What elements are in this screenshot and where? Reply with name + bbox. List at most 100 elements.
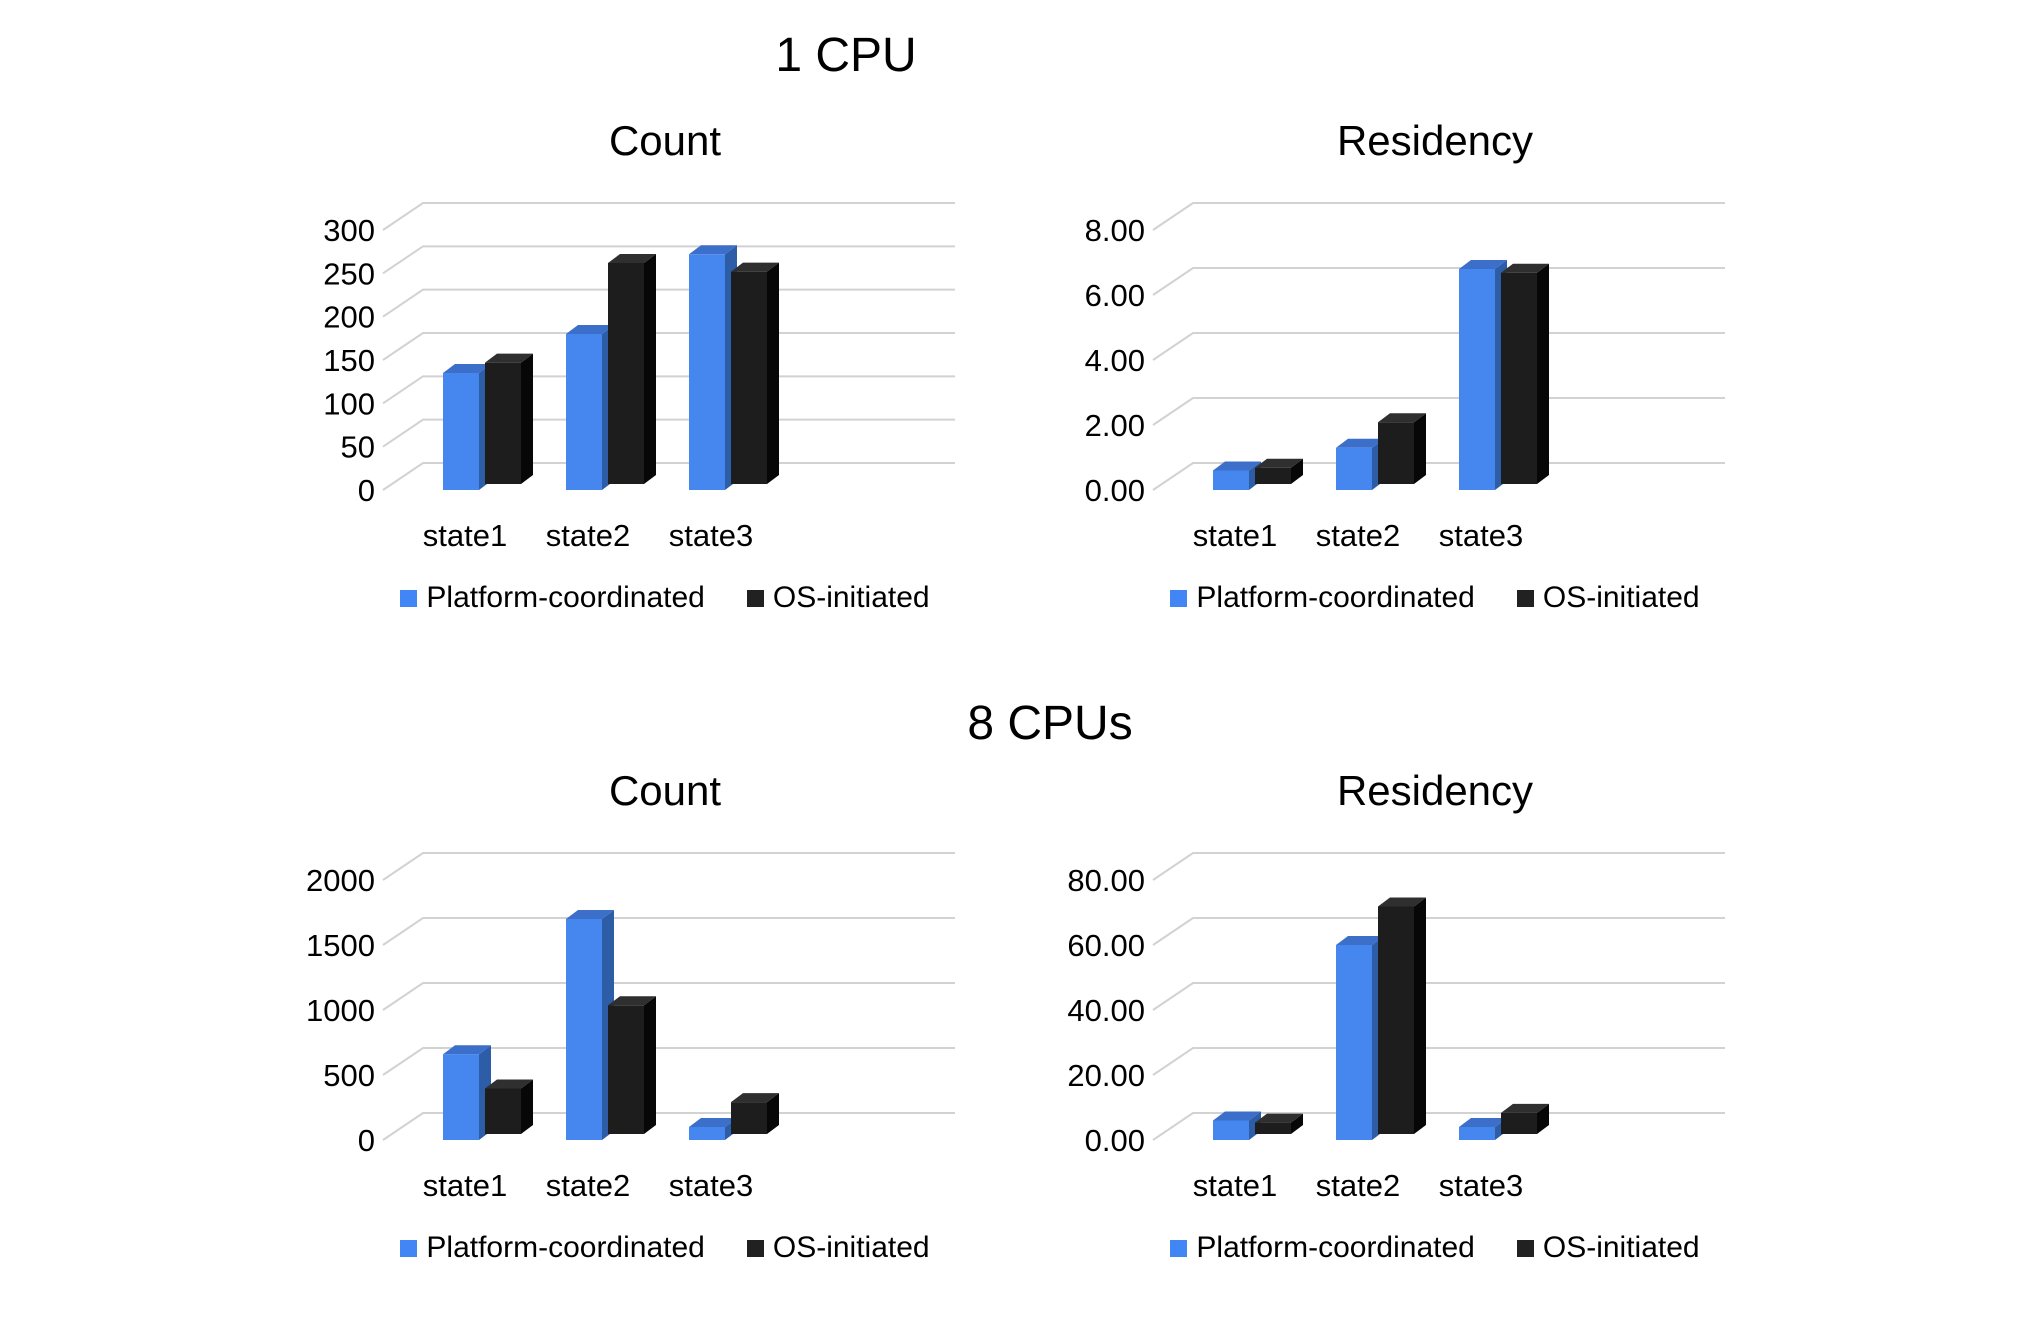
bar-platform-coordinated-state2-top	[566, 325, 614, 334]
gridline-250	[382, 245, 955, 275]
y-tick-label: 4.00	[1085, 343, 1145, 378]
legend-swatch-platform-coordinated	[400, 1239, 418, 1257]
bar-platform-coordinated-state2	[1336, 447, 1372, 490]
y-tick-label: 6.00	[1085, 278, 1145, 313]
legend-label-platform-coordinated: Platform-coordinated	[426, 1231, 705, 1264]
y-tick-label: 0	[358, 473, 375, 508]
y-tick-label: 0.00	[1085, 1123, 1145, 1158]
bar-os-initiated-state1-side	[521, 353, 533, 484]
bar-os-initiated-state1-top	[1255, 458, 1303, 468]
bar-os-initiated-state3	[1501, 272, 1537, 484]
legend-label-os-initiated: OS-initiated	[1542, 1231, 1700, 1264]
chart-1cpu-count: 0 50 100 150 200 250 300 state1 state2 state3 Cou…	[260, 80, 960, 640]
legend-item-os-initiated: OS-initiated	[1516, 1231, 1700, 1264]
bar-platform-coordinated-state3-top	[689, 1118, 737, 1127]
bar-os-initiated-state3	[731, 1102, 767, 1134]
bar-os-initiated-state2	[608, 263, 644, 484]
bar-os-initiated-state2-side	[1414, 413, 1426, 484]
chart-title: Count	[608, 767, 722, 814]
legend-swatch-os-initiated	[746, 589, 764, 607]
legend-swatch-os-initiated	[1516, 589, 1534, 607]
gridline-1500	[382, 917, 955, 946]
legend-swatch-platform-coordinated	[400, 589, 418, 607]
bar-platform-coordinated-state3	[689, 1127, 725, 1140]
y-tick-label: 80.00	[1067, 863, 1145, 898]
bar-os-initiated-state3-side	[767, 1093, 779, 1134]
bar-os-initiated-state1	[485, 362, 521, 484]
y-tick-label: 40.00	[1067, 993, 1145, 1028]
gridline-8.00	[1152, 202, 1725, 231]
bar-os-initiated-state1-side	[521, 1079, 533, 1134]
y-tick-label: 2000	[306, 863, 375, 898]
legend-item-os-initiated: OS-initiated	[1516, 581, 1700, 614]
chart-1cpu-residency: 0.00 2.00 4.00 6.00 8.00 state1 state2 state3 R…	[1030, 80, 1730, 640]
chart-legend: Platform-coordinated OS-initiated	[370, 581, 960, 615]
chart-title: Count	[608, 117, 722, 164]
bar-platform-coordinated-state3-top	[1459, 1118, 1507, 1127]
legend-label-platform-coordinated: Platform-coordinated	[1196, 581, 1475, 614]
bar-platform-coordinated-state1	[1213, 1120, 1249, 1140]
y-tick-label: 20.00	[1067, 1058, 1145, 1093]
bar-platform-coordinated-state1-top	[1213, 461, 1261, 471]
bar-platform-coordinated-state3	[1459, 269, 1495, 490]
y-tick-label: 250	[323, 256, 375, 291]
gridline-300	[382, 202, 955, 231]
legend-label-platform-coordinated: Platform-coordinated	[426, 581, 705, 614]
legend-item-platform-coordinated: Platform-coordinated	[1170, 581, 1475, 614]
chart-8cpus-count: 0 500 1000 1500 2000 state1 state2 state3 Count…	[260, 730, 960, 1290]
legend-item-platform-coordinated: Platform-coordinated	[1170, 1231, 1475, 1264]
bar-os-initiated-state3-top	[731, 262, 779, 272]
x-tick-label-state3: state3	[1439, 518, 1523, 553]
bar-plot-8cpus-count: 0 500 1000 1500 2000 state1 state2 state3	[306, 852, 955, 1203]
y-tick-label: 8.00	[1085, 213, 1145, 248]
section-title-1cpu: 1 CPU	[775, 29, 917, 82]
bar-os-initiated-state1	[485, 1088, 521, 1134]
gridline-6.00	[1152, 267, 1725, 296]
y-tick-label: 150	[323, 343, 375, 378]
x-tick-label-state3: state3	[669, 1168, 753, 1203]
legend-label-os-initiated: OS-initiated	[772, 581, 930, 614]
bar-os-initiated-state1-side	[1291, 458, 1303, 484]
x-tick-label-state1: state1	[423, 1168, 507, 1203]
bar-os-initiated-state1	[1255, 1122, 1291, 1134]
legend-swatch-os-initiated	[746, 1239, 764, 1257]
bar-plot-1cpu-residency: 0.00 2.00 4.00 6.00 8.00 state1 state2 state3	[1085, 202, 1725, 553]
gridline-80.00	[1152, 852, 1725, 881]
bar-os-initiated-state3-top	[1501, 1103, 1549, 1113]
bar-platform-coordinated-state1-top	[1213, 1111, 1261, 1121]
chart-legend: Platform-coordinated OS-initiated	[1140, 1231, 1730, 1265]
x-tick-label-state2: state2	[546, 1168, 630, 1203]
legend-swatch-os-initiated	[1516, 1239, 1534, 1257]
x-tick-label-state2: state2	[546, 518, 630, 553]
bar-os-initiated-state2-side	[1414, 897, 1426, 1134]
chart-title: Residency	[1336, 117, 1534, 164]
bar-os-initiated-state2-top	[1378, 897, 1426, 907]
legend-label-platform-coordinated: Platform-coordinated	[1196, 1231, 1475, 1264]
bar-os-initiated-state3	[1501, 1112, 1537, 1134]
x-tick-label-state3: state3	[669, 518, 753, 553]
gridline-2.00	[1152, 397, 1725, 426]
bar-platform-coordinated-state1	[443, 1054, 479, 1140]
bar-platform-coordinated-state2-top	[1336, 438, 1384, 448]
y-tick-label: 50	[341, 430, 375, 465]
bar-os-initiated-state1-side	[1291, 1113, 1303, 1134]
bar-os-initiated-state2-top	[1378, 413, 1426, 423]
x-tick-label-state1: state1	[1193, 1168, 1277, 1203]
bar-os-initiated-state3-side	[1537, 263, 1549, 484]
gridline-2000	[382, 852, 955, 881]
y-tick-label: 200	[323, 300, 375, 335]
y-tick-label: 1500	[306, 928, 375, 963]
bar-platform-coordinated-state1	[443, 373, 479, 490]
legend-item-platform-coordinated: Platform-coordinated	[400, 581, 705, 614]
x-tick-label-state2: state2	[1316, 1168, 1400, 1203]
bar-platform-coordinated-state3-top	[1459, 260, 1507, 269]
section-title-8cpus: 8 CPUs	[967, 697, 1133, 750]
gridline-40.00	[1152, 982, 1725, 1011]
bar-os-initiated-state1	[1255, 467, 1291, 484]
x-tick-label-state3: state3	[1439, 1168, 1523, 1203]
legend-label-os-initiated: OS-initiated	[1542, 581, 1700, 614]
chart-title: Residency	[1336, 767, 1534, 814]
bar-platform-coordinated-state1	[1213, 470, 1249, 490]
x-tick-label-state1: state1	[1193, 518, 1277, 553]
